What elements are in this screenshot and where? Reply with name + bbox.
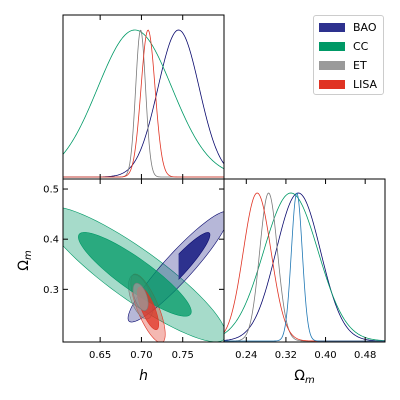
omega-tick-label-3: 0.48	[354, 350, 376, 361]
x-axis-label-omega-sub: m	[305, 375, 315, 386]
h-tick-label-0: 0.65	[89, 350, 111, 361]
legend-label: LISA	[353, 77, 378, 91]
h-tick-label-1: 0.70	[130, 350, 152, 361]
omega-ytick-label-1: 0.4	[43, 235, 59, 246]
tick-label-layer: 0.65 0.70 0.75 0.24 0.32 0.40 0.48 0.3 0.4 0.5 h Ωm…	[16, 185, 376, 386]
contour-1sigma-cc	[78, 232, 192, 317]
legend-label: ET	[353, 58, 367, 72]
legend-swatch	[319, 41, 345, 51]
h-density-lisa	[63, 29, 224, 178]
legend-item-bao: BAO	[319, 20, 377, 34]
h-density-cc	[63, 29, 224, 170]
legend-swatch	[319, 60, 345, 70]
y-axis-label-omega: Ωm	[16, 250, 34, 271]
omega-density-cc	[224, 192, 385, 342]
contour-1sigma-bao	[178, 232, 211, 280]
omega-tick-label-1: 0.32	[275, 350, 297, 361]
contour-1sigma-group-et	[132, 282, 149, 311]
omega-tick-label-0: 0.24	[235, 350, 257, 361]
y-axis-label-omega-base: Ω	[16, 260, 32, 271]
contour-1sigma-group-cc	[78, 232, 192, 317]
legend-item-et: ET	[319, 58, 367, 72]
omega-ytick-label-2: 0.5	[43, 185, 59, 196]
legend-item-lisa: LISA	[319, 77, 377, 91]
contour-1sigma-group-bao	[178, 232, 211, 280]
panel-right-frame	[223, 178, 386, 343]
x-axis-label-h: h	[139, 368, 148, 384]
contour-layer	[63, 207, 224, 342]
legend-item-cc: CC	[319, 39, 368, 53]
omega-density-et	[224, 192, 385, 342]
axes-layer	[62, 14, 386, 343]
curve-layer	[63, 29, 385, 342]
omega-density-lisa	[224, 192, 385, 342]
legend-label: BAO	[353, 20, 377, 34]
legend-swatch	[319, 22, 345, 32]
panel-top-frame	[62, 14, 225, 180]
legend-swatch	[319, 79, 345, 89]
legend: BAO CC ET LISA	[313, 15, 384, 95]
omega-density-bao	[224, 192, 385, 342]
omega-tick-label-2: 0.40	[314, 350, 336, 361]
legend-label: CC	[353, 39, 369, 53]
h-density-et	[63, 29, 224, 178]
y-axis-label-omega-sub: m	[23, 250, 34, 260]
h-tick-label-2: 0.75	[172, 350, 194, 361]
omega-ytick-label-0: 0.3	[43, 285, 59, 296]
x-axis-label-omega-base: Ω	[294, 368, 305, 384]
omega-density-extra	[224, 192, 385, 342]
contour-1sigma-et	[132, 282, 149, 311]
x-axis-label-omega: Ωm	[294, 368, 315, 386]
